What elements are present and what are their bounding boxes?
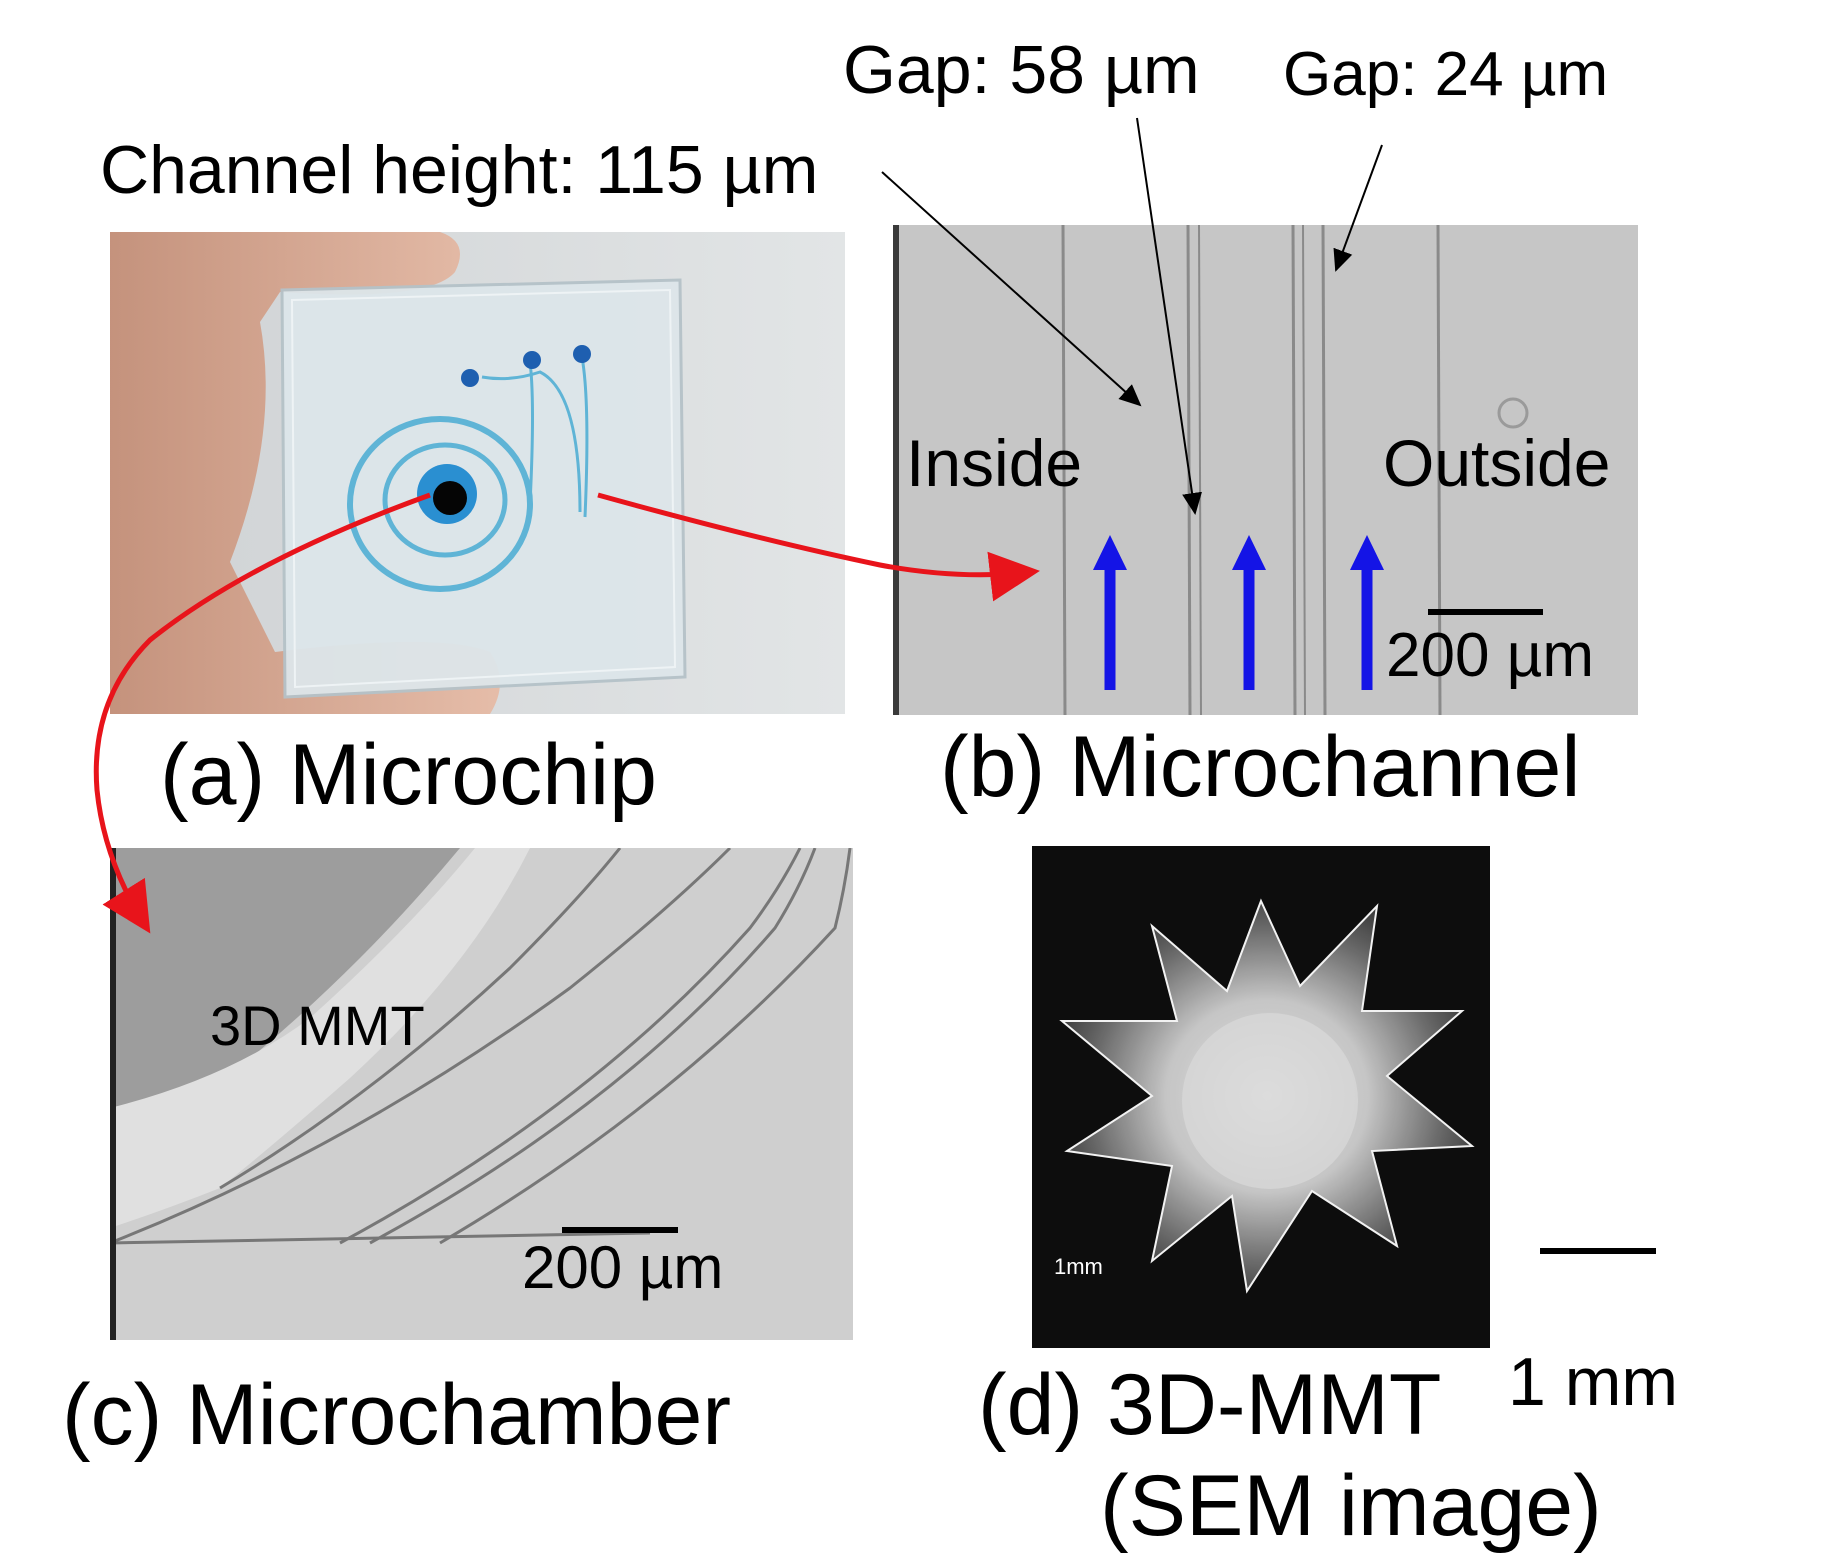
inside-label: Inside [906,426,1083,500]
microchip-photo [110,232,845,714]
panel-c-caption: (c) Microchamber [62,1367,731,1463]
gap-58-pointer [1136,117,1202,515]
panel-a-caption: (a) Microchip [160,727,657,823]
channel-height-label: Channel height: 115 µm [100,132,819,208]
panel-d-scale-bar [1540,1248,1656,1254]
device-label: 3D MMT [210,994,425,1057]
microchannel-image: Inside Outside 200 µm [893,225,1638,715]
panel-d-caption-line1: (d) 3D-MMT [978,1357,1442,1453]
panel-d-scale-label: 1 mm [1508,1344,1678,1420]
sem-inset-scale-label: 1mm [1054,1254,1103,1279]
chip-to-chamber-arrow [93,492,431,934]
sem-image: 1mm [1032,846,1490,1348]
microchamber-image: 3D MMT 200 µm [110,848,853,1340]
panel-b-scale-label: 200 µm [1386,621,1595,690]
gap-24-label: Gap: 24 µm [1283,40,1609,109]
chip-to-channel-arrow [597,492,1040,602]
channel-height-pointer [881,171,1142,407]
gap-58-label: Gap: 58 µm [843,32,1200,108]
panel-b-caption: (b) Microchannel [940,719,1581,815]
outside-label: Outside [1383,426,1611,500]
gap-24-pointer [1333,144,1383,272]
panel-c-scale-label: 200 µm [522,1234,724,1301]
panel-d-caption-line2: (SEM image) [1100,1458,1602,1554]
